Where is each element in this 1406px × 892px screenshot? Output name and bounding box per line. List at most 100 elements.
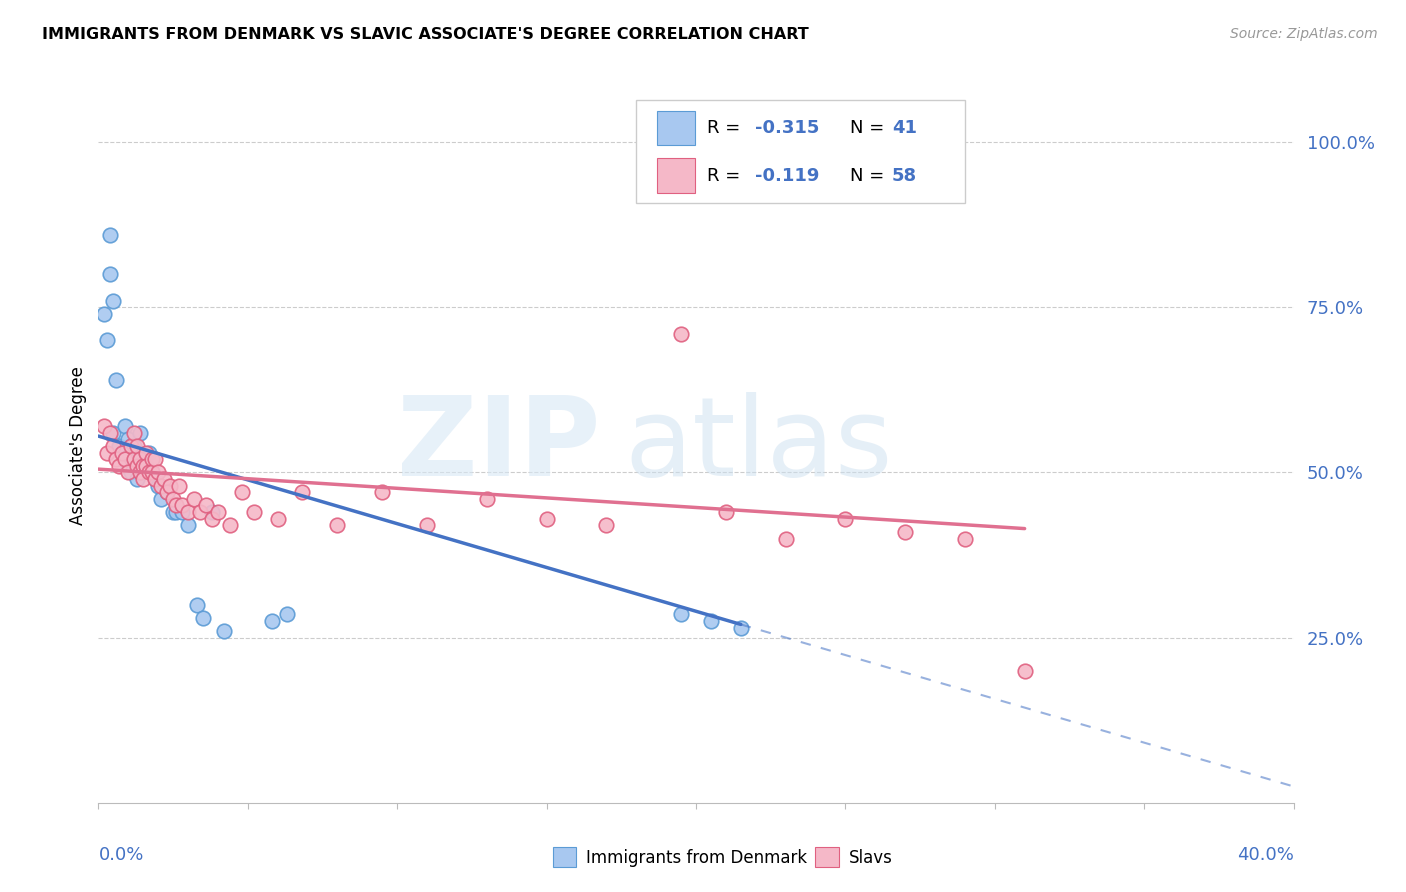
Point <box>475 491 498 506</box>
Point <box>127 452 149 467</box>
Point <box>103 425 125 440</box>
Text: Slavs: Slavs <box>849 849 893 867</box>
Point <box>114 419 136 434</box>
Text: ZIP: ZIP <box>396 392 600 500</box>
Point <box>834 511 856 525</box>
Point <box>953 532 976 546</box>
Point <box>595 518 617 533</box>
Point <box>111 445 134 459</box>
Point <box>165 499 187 513</box>
Point <box>117 466 139 480</box>
Point <box>93 419 115 434</box>
Point <box>894 524 917 539</box>
Point <box>135 445 157 459</box>
Point <box>183 491 205 506</box>
Point <box>138 466 160 480</box>
Point <box>172 505 194 519</box>
Text: 58: 58 <box>891 167 917 185</box>
Text: 40.0%: 40.0% <box>1237 846 1294 863</box>
Point <box>127 439 149 453</box>
Point <box>105 452 128 467</box>
Text: N =: N = <box>851 119 890 136</box>
Point <box>138 445 160 459</box>
Point <box>143 472 166 486</box>
Point <box>129 452 152 467</box>
Point <box>96 333 118 347</box>
Point <box>156 485 179 500</box>
Point <box>120 466 142 480</box>
Point <box>108 439 131 453</box>
Point <box>129 466 152 480</box>
Point <box>129 466 152 480</box>
Point <box>148 466 170 480</box>
Point <box>416 518 439 533</box>
Point <box>111 445 134 459</box>
Point <box>290 485 312 500</box>
Point <box>201 511 224 525</box>
Text: atlas: atlas <box>624 392 893 500</box>
Point <box>172 499 194 513</box>
Point <box>700 614 723 628</box>
Point <box>775 532 797 546</box>
Point <box>243 505 266 519</box>
Point <box>231 485 253 500</box>
Point <box>108 458 131 473</box>
Text: 41: 41 <box>891 119 917 136</box>
Point <box>103 439 125 453</box>
Text: IMMIGRANTS FROM DENMARK VS SLAVIC ASSOCIATE'S DEGREE CORRELATION CHART: IMMIGRANTS FROM DENMARK VS SLAVIC ASSOCI… <box>42 27 808 42</box>
Point <box>730 621 752 635</box>
Point <box>191 611 214 625</box>
Point <box>129 425 152 440</box>
Point <box>98 425 122 440</box>
Point <box>98 227 122 242</box>
Point <box>165 505 187 519</box>
FancyBboxPatch shape <box>657 159 695 193</box>
FancyBboxPatch shape <box>553 847 576 867</box>
Point <box>120 439 142 453</box>
Point <box>177 505 200 519</box>
Point <box>124 439 146 453</box>
Point <box>114 452 136 467</box>
Point <box>114 452 136 467</box>
Point <box>162 505 184 519</box>
Point <box>188 505 211 519</box>
Point <box>1014 664 1036 678</box>
Point <box>194 499 218 513</box>
Point <box>127 472 149 486</box>
Point <box>153 472 176 486</box>
Point <box>117 458 139 473</box>
Point <box>127 458 149 473</box>
Point <box>219 518 242 533</box>
Text: Immigrants from Denmark: Immigrants from Denmark <box>586 849 807 867</box>
Text: -0.315: -0.315 <box>755 119 818 136</box>
FancyBboxPatch shape <box>657 111 695 145</box>
Point <box>143 452 166 467</box>
Point <box>135 458 157 473</box>
Point <box>150 478 173 492</box>
Point <box>105 373 128 387</box>
Point <box>207 505 229 519</box>
Point <box>117 433 139 447</box>
Point <box>120 439 142 453</box>
Text: 0.0%: 0.0% <box>98 846 143 863</box>
Point <box>93 307 115 321</box>
Text: R =: R = <box>707 119 745 136</box>
Point <box>96 445 118 459</box>
Point <box>212 624 235 638</box>
Text: Source: ZipAtlas.com: Source: ZipAtlas.com <box>1230 27 1378 41</box>
Point <box>148 478 170 492</box>
Point <box>132 452 155 467</box>
Point <box>98 267 122 281</box>
Point <box>186 598 208 612</box>
Point <box>135 458 157 473</box>
Point <box>177 518 200 533</box>
Point <box>103 293 125 308</box>
Y-axis label: Associate's Degree: Associate's Degree <box>69 367 87 525</box>
Point <box>536 511 558 525</box>
Point <box>132 458 155 473</box>
Point <box>167 478 190 492</box>
FancyBboxPatch shape <box>815 847 839 867</box>
Point <box>150 491 173 506</box>
Point <box>162 491 184 506</box>
Text: N =: N = <box>851 167 890 185</box>
